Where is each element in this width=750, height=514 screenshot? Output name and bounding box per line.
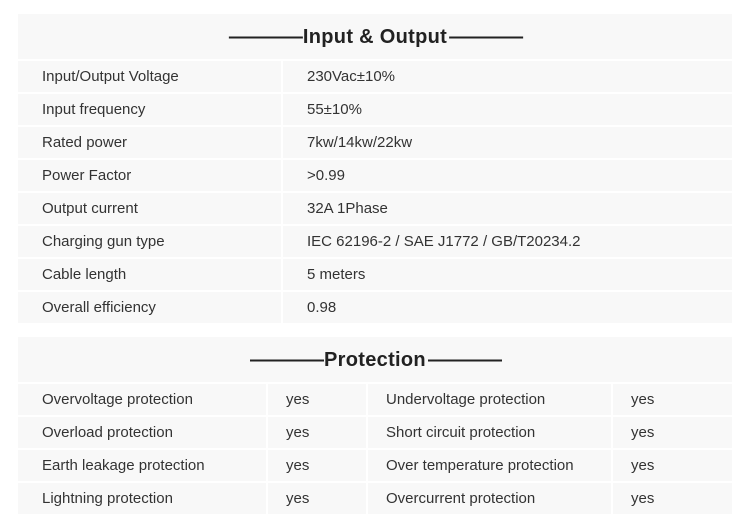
table-input-output: Input/Output Voltage230Vac±10%Input freq… (18, 59, 732, 323)
table-row: Earth leakage protectionyesOver temperat… (18, 448, 732, 481)
spec-label: Input/Output Voltage (18, 61, 283, 92)
spec-label: Output current (18, 193, 283, 224)
protection-value: yes (613, 483, 732, 514)
spec-value: IEC 62196-2 / SAE J1772 / GB/T20234.2 (283, 226, 732, 257)
table-row: Cable length5 meters (18, 257, 732, 290)
protection-value: yes (268, 450, 368, 481)
spec-value: 55±10% (283, 94, 732, 125)
spec-label: Charging gun type (18, 226, 283, 257)
table-row: Power Factor>0.99 (18, 158, 732, 191)
spec-label: Power Factor (18, 160, 283, 191)
spec-value: 0.98 (283, 292, 732, 323)
title-input-output: Input & Output (303, 26, 447, 48)
spec-value: 7kw/14kw/22kw (283, 127, 732, 158)
protection-label: Short circuit protection (368, 417, 613, 448)
protection-label: Overload protection (18, 417, 268, 448)
spec-label: Cable length (18, 259, 283, 290)
protection-value: yes (268, 384, 368, 415)
section-header-protection: ————Protection———— (18, 337, 732, 382)
table-row: Input/Output Voltage230Vac±10% (18, 59, 732, 92)
spec-value: 32A 1Phase (283, 193, 732, 224)
dash-left: ———— (250, 349, 322, 371)
protection-label: Over temperature protection (368, 450, 613, 481)
spec-label: Overall efficiency (18, 292, 283, 323)
spec-value: 230Vac±10% (283, 61, 732, 92)
spec-value: >0.99 (283, 160, 732, 191)
section-protection: ————Protection———— Overvoltage protectio… (18, 337, 732, 514)
protection-label: Overcurrent protection (368, 483, 613, 514)
dash-left: ———— (229, 26, 301, 48)
protection-value: yes (613, 417, 732, 448)
table-row: Overall efficiency0.98 (18, 290, 732, 323)
table-row: Overvoltage protectionyesUndervoltage pr… (18, 382, 732, 415)
protection-label: Undervoltage protection (368, 384, 613, 415)
table-row: Rated power7kw/14kw/22kw (18, 125, 732, 158)
protection-label: Earth leakage protection (18, 450, 268, 481)
table-row: Output current32A 1Phase (18, 191, 732, 224)
protection-label: Lightning protection (18, 483, 268, 514)
protection-label: Overvoltage protection (18, 384, 268, 415)
spec-value: 5 meters (283, 259, 732, 290)
spec-label: Input frequency (18, 94, 283, 125)
protection-value: yes (613, 384, 732, 415)
dash-right: ———— (449, 26, 521, 48)
protection-value: yes (268, 417, 368, 448)
spec-label: Rated power (18, 127, 283, 158)
table-row: Charging gun typeIEC 62196-2 / SAE J1772… (18, 224, 732, 257)
protection-value: yes (613, 450, 732, 481)
title-protection: Protection (324, 349, 426, 371)
dash-right: ———— (428, 349, 500, 371)
section-input-output: ————Input & Output———— Input/Output Volt… (18, 14, 732, 323)
section-header-input-output: ————Input & Output———— (18, 14, 732, 59)
table-row: Input frequency55±10% (18, 92, 732, 125)
table-protection: Overvoltage protectionyesUndervoltage pr… (18, 382, 732, 514)
protection-value: yes (268, 483, 368, 514)
table-row: Lightning protectionyesOvercurrent prote… (18, 481, 732, 514)
table-row: Overload protectionyesShort circuit prot… (18, 415, 732, 448)
